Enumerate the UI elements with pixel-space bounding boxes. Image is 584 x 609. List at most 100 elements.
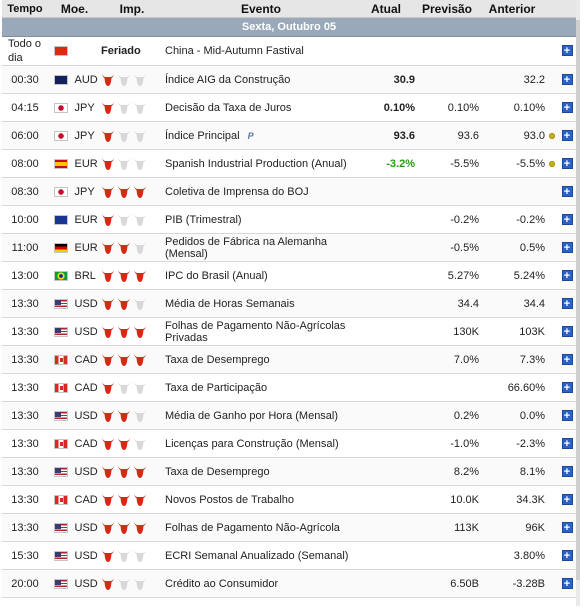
importance-cell — [101, 373, 163, 402]
event-row[interactable]: 08:00 EUR Spanish Industrial Production (A… — [2, 149, 576, 178]
revision-cell — [545, 36, 558, 66]
add-alert-button[interactable]: + — [561, 549, 573, 561]
event-name[interactable]: Licenças para Construção (Mensal) — [165, 437, 339, 450]
event-cell: Média de Horas Semanais — [163, 289, 357, 318]
add-alert-button[interactable]: + — [561, 493, 573, 505]
event-row[interactable]: 13:30 USD Média de Horas Semanais 34.4 34.4 + — [2, 289, 576, 318]
event-actual: 30.9 — [357, 65, 415, 94]
add-alert-button[interactable]: + — [561, 45, 573, 57]
event-name[interactable]: Média de Horas Semanais — [165, 297, 295, 310]
event-name[interactable]: Folhas de Pagamento Não-Agrícola — [165, 521, 340, 534]
event-row[interactable]: 13:30 CAD Licenças para Construção (Mensal… — [2, 429, 576, 458]
event-row[interactable]: 13:00 BRL IPC do Brasil (Anual) 5.27% 5.24% + — [2, 261, 576, 290]
event-row[interactable]: 15:30 USD ECRI Semanal Anualizado (Semanal… — [2, 541, 576, 570]
add-alert-button[interactable]: + — [561, 297, 573, 309]
add-alert-button[interactable]: + — [561, 437, 573, 449]
event-row[interactable]: 20:00 USD Crédito ao Consumidor 6.50B -3.28B… — [2, 569, 576, 598]
event-name[interactable]: China - Mid-Autumn Fastival — [165, 45, 304, 57]
add-cell: + — [558, 457, 576, 486]
add-alert-button[interactable]: + — [561, 269, 573, 281]
event-name[interactable]: Spanish Industrial Production (Anual) — [165, 157, 347, 170]
add-cell: + — [558, 233, 576, 262]
event-time: 13:30 — [2, 401, 48, 430]
add-alert-button[interactable]: + — [561, 185, 573, 197]
add-alert-button[interactable]: + — [561, 577, 573, 589]
add-alert-button[interactable]: + — [561, 157, 573, 169]
event-row[interactable]: 11:00 EUR Pedidos de Fábrica na Alemanha (… — [2, 233, 576, 262]
event-previous: 5.24% — [479, 261, 545, 290]
add-alert-button[interactable]: + — [561, 465, 573, 477]
event-name[interactable]: Taxa de Desemprego — [165, 465, 270, 478]
event-row[interactable]: 13:30 USD Folhas de Pagamento Não-Agrícola… — [2, 513, 576, 542]
add-alert-button[interactable]: + — [561, 353, 573, 365]
event-time: 13:30 — [2, 429, 48, 458]
revision-cell — [545, 485, 558, 514]
importance-cell — [101, 317, 163, 346]
event-row[interactable]: 08:30 JPY Coletiva de Imprensa do BOJ + — [2, 177, 576, 206]
flag-br-icon — [54, 270, 69, 281]
event-previous: 96K — [479, 513, 545, 542]
importance-cell — [101, 569, 163, 598]
add-alert-button[interactable]: + — [561, 241, 573, 253]
add-alert-button[interactable]: + — [561, 73, 573, 85]
bull-icon — [117, 465, 131, 479]
header-time[interactable]: Tempo — [2, 0, 48, 18]
event-name[interactable]: Pedidos de Fábrica na Alemanha (Mensal) — [165, 235, 328, 260]
importance-cell — [101, 485, 163, 514]
event-name[interactable]: ECRI Semanal Anualizado (Semanal) — [165, 549, 349, 562]
event-row[interactable]: 13:30 CAD Taxa de Desemprego 7.0% 7.3% + — [2, 345, 576, 374]
add-alert-button[interactable]: + — [561, 129, 573, 141]
event-forecast: 0.10% — [415, 93, 479, 122]
event-row[interactable]: 13:30 CAD Novos Postos de Trabalho 10.0K 34.… — [2, 485, 576, 514]
scrollbar-thumb[interactable] — [576, 20, 580, 580]
add-cell: + — [558, 401, 576, 430]
event-name[interactable]: PIB (Trimestral) — [165, 213, 242, 226]
revision-cell — [545, 65, 558, 94]
header-importance[interactable]: Imp. — [101, 0, 163, 18]
bull-icon — [117, 353, 131, 367]
add-alert-button[interactable]: + — [561, 325, 573, 337]
event-name[interactable]: Taxa de Desemprego — [165, 353, 270, 366]
event-row[interactable]: 13:30 USD Taxa de Desemprego 8.2% 8.1% + — [2, 457, 576, 486]
event-name[interactable]: Taxa de Participação — [165, 381, 268, 394]
event-name[interactable]: Crédito ao Consumidor — [165, 577, 279, 590]
event-name[interactable]: Folhas de Pagamento Não-Agrícolas Privad… — [165, 319, 346, 344]
header-row: Tempo Moe. Imp. Evento Atual Previsão An… — [2, 0, 576, 18]
event-row[interactable]: 10:00 EUR PIB (Trimestral) -0.2% -0.2% + — [2, 205, 576, 234]
flag-cell — [48, 457, 75, 486]
event-currency: AUD — [74, 65, 101, 94]
add-alert-button[interactable]: + — [561, 381, 573, 393]
event-name[interactable]: Índice Principal — [165, 129, 240, 142]
importance-bulls — [101, 73, 149, 86]
add-alert-button[interactable]: + — [561, 101, 573, 113]
event-row[interactable]: 13:30 CAD Taxa de Participação 66.60% + — [2, 373, 576, 402]
event-row[interactable]: 00:30 AUD Índice AIG da Construção 30.9 32.2… — [2, 65, 576, 94]
flag-cell — [48, 569, 75, 598]
header-event[interactable]: Evento — [163, 0, 357, 18]
preliminary-tag: P — [247, 130, 254, 141]
bull-icon — [133, 493, 147, 507]
event-name[interactable]: Média de Ganho por Hora (Mensal) — [165, 409, 339, 422]
add-alert-button[interactable]: + — [561, 521, 573, 533]
add-alert-button[interactable]: + — [561, 213, 573, 225]
event-row[interactable]: Todo o dia Feriado China - Mid-Autumn Fast… — [2, 36, 576, 66]
bull-icon — [117, 381, 131, 395]
header-currency[interactable]: Moe. — [48, 0, 101, 18]
header-forecast[interactable]: Previsão — [415, 0, 479, 18]
header-actual[interactable]: Atual — [357, 0, 415, 18]
event-row[interactable]: 06:00 JPY Índice Principal P 93.6 93.6 93.0 + — [2, 121, 576, 150]
event-row[interactable]: 04:15 JPY Decisão da Taxa de Juros 0.10% 0.1… — [2, 93, 576, 122]
event-name[interactable]: Índice AIG da Construção — [165, 73, 291, 86]
event-name[interactable]: Novos Postos de Trabalho — [165, 493, 295, 506]
event-time: 13:30 — [2, 513, 48, 542]
event-currency: BRL — [74, 261, 101, 290]
event-name[interactable]: Coletiva de Imprensa do BOJ — [165, 185, 309, 198]
event-name[interactable]: IPC do Brasil (Anual) — [165, 269, 268, 282]
event-row[interactable]: 13:30 USD Média de Ganho por Hora (Mensal)… — [2, 401, 576, 430]
holiday-label: Feriado — [101, 45, 141, 57]
scrollbar-track[interactable] — [576, 0, 580, 606]
header-previous[interactable]: Anterior — [479, 0, 545, 18]
event-row[interactable]: 13:30 USD Folhas de Pagamento Não-Agrícola… — [2, 317, 576, 346]
add-alert-button[interactable]: + — [561, 409, 573, 421]
event-name[interactable]: Decisão da Taxa de Juros — [165, 101, 292, 114]
